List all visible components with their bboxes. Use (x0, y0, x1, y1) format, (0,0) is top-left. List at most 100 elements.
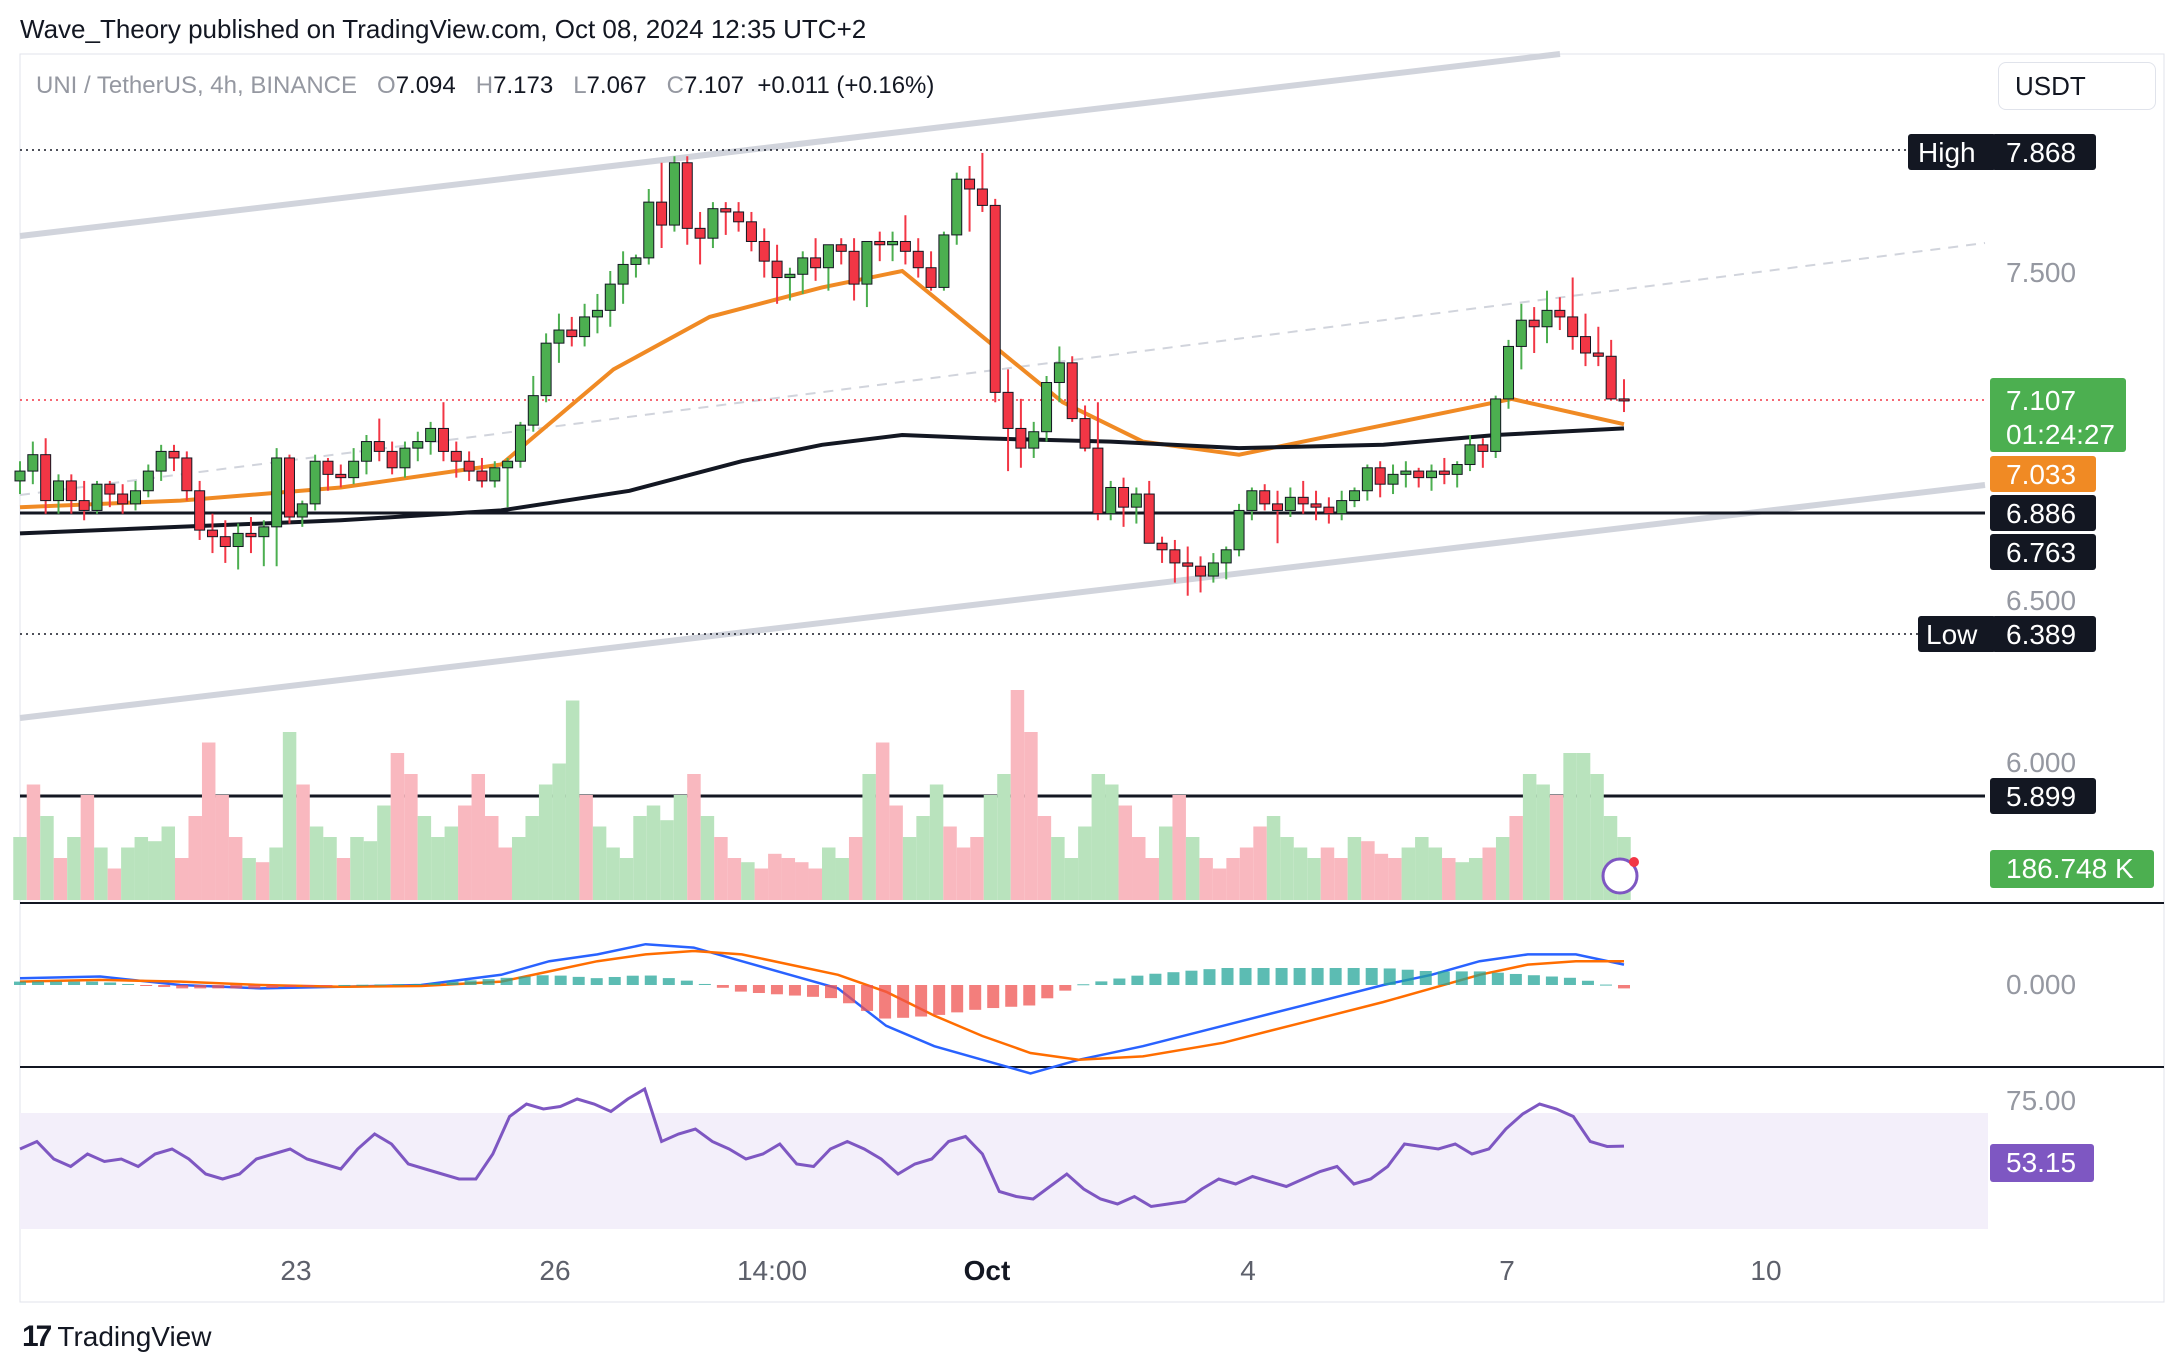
volume-bar (1078, 826, 1092, 900)
macd-histogram-bar (1329, 968, 1342, 985)
volume-bar (1145, 858, 1159, 900)
candle-body (989, 204, 1001, 393)
macd-histogram-bar (194, 985, 207, 989)
macd-histogram-bar (1383, 968, 1396, 985)
volume-bar (404, 774, 418, 900)
volume-bar (40, 816, 54, 900)
volume-bar (458, 805, 472, 900)
volume-bar (565, 700, 580, 900)
candle-body (335, 473, 347, 479)
candle-body (1143, 493, 1155, 544)
candle-body (450, 450, 462, 462)
candle-body (604, 283, 616, 311)
volume-bar (1455, 862, 1469, 900)
macd-histogram-bar (446, 981, 459, 985)
volume-bar (444, 826, 459, 900)
channel-lower-line (19, 482, 1986, 721)
candle-body (938, 234, 950, 288)
candle-body (527, 395, 539, 426)
macd-histogram-bar (1563, 977, 1576, 985)
volume-bar (1064, 858, 1079, 900)
macd-histogram-bar (122, 983, 135, 985)
volume-bar (1509, 816, 1523, 900)
channel-upper-line (19, 51, 1561, 239)
volume-bar (916, 816, 930, 900)
low-value-label: 6.389 (2006, 619, 2076, 650)
candle-body (104, 483, 116, 495)
macd-histogram-bar (879, 985, 892, 1019)
macd-histogram-bar (716, 985, 729, 988)
volume-bar (26, 784, 41, 900)
macd-histogram-bar (1221, 968, 1234, 985)
macd-histogram-bar (1203, 969, 1216, 985)
candle-body (771, 260, 783, 279)
macd-histogram-bar (104, 982, 117, 985)
candle-body (887, 240, 899, 246)
volume-bar (875, 742, 890, 900)
volume-bar (1334, 858, 1348, 900)
macd-histogram-bar (1545, 976, 1558, 985)
channel-mid-line (19, 242, 1986, 496)
volume-bar (1401, 847, 1416, 900)
volume-tag (1990, 850, 2154, 888)
volume-bar (1495, 837, 1510, 900)
candle-body (232, 532, 244, 548)
candle-body (476, 470, 488, 482)
volume-bar (363, 841, 378, 900)
channel-lines (19, 51, 1986, 798)
volume-bar (956, 847, 971, 900)
high-value-tag (1992, 134, 2096, 170)
candle-body (899, 240, 911, 252)
candle-body (219, 536, 231, 548)
macd-histogram-bar (1059, 985, 1072, 991)
volume-bar (1576, 753, 1591, 900)
macd-histogram-bar (626, 975, 639, 985)
volume-bar (161, 826, 176, 900)
candle-body (835, 244, 847, 252)
candle-body (245, 532, 257, 538)
close-value: 7.107 (683, 72, 745, 99)
candle-body (348, 460, 360, 479)
macd-histogram-bar (50, 981, 63, 985)
candle-body (386, 450, 398, 469)
volume-bar (1185, 837, 1200, 900)
candle-body (1041, 382, 1053, 433)
open-value: 7.094 (395, 72, 456, 99)
candle-body (758, 240, 770, 262)
candle-body (720, 208, 732, 213)
volume-bar (188, 816, 202, 900)
macd-histogram-bar (302, 985, 315, 987)
volume-bar (795, 862, 809, 900)
candle-body (52, 480, 64, 502)
volume-bar (417, 816, 432, 900)
currency-selector[interactable]: USDT (1998, 62, 2156, 110)
macd-histogram-bar (987, 985, 1000, 1009)
volume-bar (148, 841, 162, 900)
macd-histogram-bar (428, 983, 441, 985)
candle-body (1323, 506, 1335, 515)
low-tag-label: Low (1926, 619, 1978, 650)
lightning-icon (1601, 857, 1639, 895)
volume-bar (1563, 753, 1577, 900)
volume-bar (997, 774, 1011, 900)
macd-histogram-bar (266, 985, 279, 988)
candle-body (1361, 467, 1373, 492)
macd-histogram-bar (320, 985, 333, 986)
macd-histogram-bar (338, 984, 351, 986)
volume-bar (552, 763, 566, 900)
candle-body (412, 441, 424, 449)
volume-bar (1105, 784, 1119, 900)
candle-body (964, 178, 976, 190)
macd-histogram-bar (1041, 985, 1054, 999)
candle-body (1130, 493, 1142, 508)
volume-bar (201, 742, 216, 900)
candle-body (951, 178, 963, 236)
macd-histogram-bar (356, 984, 369, 986)
tradingview-logo[interactable]: 17 TradingView (22, 1320, 211, 1354)
candle-body (810, 257, 822, 269)
macd-histogram-bar (1599, 984, 1612, 986)
volume-bar (350, 837, 364, 900)
candle-body (1580, 336, 1592, 354)
volume-bar (1280, 837, 1294, 900)
